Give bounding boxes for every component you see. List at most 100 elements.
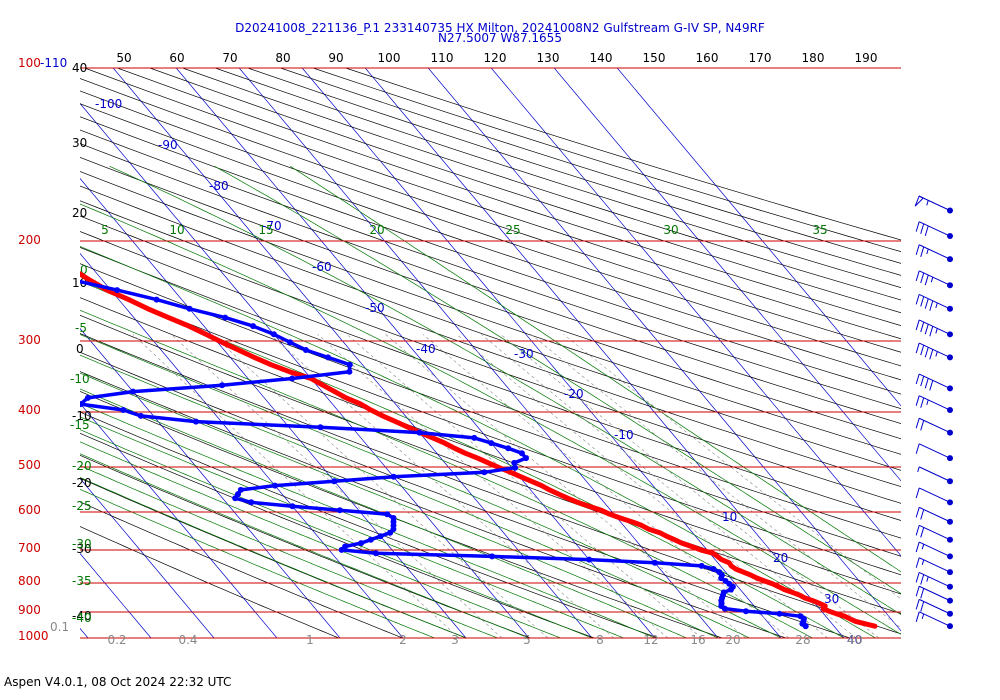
mixing-ratio-label: 8	[596, 633, 604, 647]
dewpoint-point	[120, 407, 127, 413]
wind-barb	[915, 541, 953, 560]
isotherm-label: 10	[722, 510, 737, 524]
top-axis-label: 90	[328, 51, 343, 65]
mixing-ratio-line	[563, 334, 901, 600]
moist-adiabat-label: -25	[72, 499, 92, 513]
dry-adiabat-label: -30	[72, 542, 92, 556]
moist-adiabat-top-label: 30	[663, 223, 678, 237]
wind-barb-flag	[920, 376, 925, 387]
wind-barb-half-flag	[921, 559, 925, 565]
dewpoint-point	[137, 412, 144, 419]
wind-barb-flag	[929, 380, 934, 391]
wind-barb-flag	[915, 487, 920, 499]
wind-barb-flag	[915, 418, 920, 429]
dewpoint-point	[289, 375, 296, 382]
dry-adiabat-line	[80, 371, 787, 638]
isotherm-label-110: -110	[40, 56, 67, 70]
isotherm-line	[80, 327, 341, 638]
isotherm-line	[175, 68, 656, 638]
top-axis-label: 190	[855, 51, 878, 65]
wind-barb	[917, 466, 953, 485]
wind-barb-half-flag	[930, 277, 934, 283]
dry-adiabat-line	[80, 215, 901, 504]
wind-barb-flag	[924, 298, 929, 309]
moist-adiabat-line	[80, 465, 498, 638]
wind-barb-half-flag	[926, 576, 929, 582]
mixing-ratio-label: 5	[523, 633, 531, 647]
wind-barb-flag	[915, 221, 920, 232]
moist-adiabat-line	[80, 334, 782, 638]
mixing-ratio-label: 12	[643, 633, 658, 647]
moist-adiabat-label: -35	[72, 574, 92, 588]
wind-barb-flag	[915, 373, 920, 385]
dewpoint-point	[716, 569, 723, 576]
footer-text: Aspen V4.0.1, 08 Oct 2024 22:32 UTC	[4, 675, 232, 689]
top-axis-label: 170	[749, 51, 772, 65]
dry-adiabat-line	[182, 68, 901, 301]
pressure-label: 1000	[18, 629, 49, 643]
dewpoint-point	[511, 459, 518, 466]
dewpoint-point	[346, 361, 353, 368]
wind-barb-flag	[924, 324, 929, 335]
wind-barb-half-flag	[921, 544, 925, 550]
dewpoint-point	[153, 296, 160, 303]
mixing-ratio-line	[132, 334, 460, 638]
top-axis-label: 110	[431, 51, 454, 65]
dewpoint-point	[776, 610, 783, 617]
corner-label: 0.1	[50, 620, 69, 634]
isotherm-label: -50	[365, 301, 385, 315]
moist-adiabat-label: -5	[75, 321, 87, 335]
dry-adiabat-line	[80, 129, 901, 410]
wind-barb-staff	[918, 270, 951, 286]
dewpoint-point	[250, 323, 257, 330]
pressure-label: 800	[18, 574, 41, 588]
wind-barb-half-flag	[935, 351, 938, 357]
dewpoint-point	[193, 418, 199, 425]
dewpoint-point	[390, 515, 397, 521]
isotherm-line	[490, 68, 901, 557]
wind-barb	[915, 611, 953, 630]
dry-adiabat-label: -40	[72, 609, 92, 623]
moist-adiabat-line	[80, 246, 876, 638]
dewpoint-point	[289, 503, 296, 510]
dry-adiabat-line	[80, 78, 901, 353]
wind-barb-flag	[920, 272, 925, 284]
isotherm-label: -40	[416, 342, 436, 356]
isotherm-label: -60	[312, 260, 332, 274]
mixing-ratio-line	[170, 334, 503, 638]
dewpoint-point	[518, 450, 525, 457]
top-axis-label: 160	[696, 51, 719, 65]
chart-subtitle: N27.5007 W87.1655	[438, 31, 562, 45]
wind-barb-flag	[929, 326, 934, 337]
pressure-label: 900	[18, 603, 41, 617]
wind-barb	[915, 270, 953, 289]
moist-adiabat-line	[80, 203, 901, 635]
mixing-ratio-line	[385, 334, 746, 638]
wind-barb-flag	[920, 223, 925, 234]
moist-adiabat-label: -10	[70, 372, 90, 386]
wind-barb	[915, 487, 953, 506]
dewpoint-point	[523, 455, 529, 462]
dry-adiabat-line	[80, 116, 901, 395]
wind-barb-flag	[920, 509, 925, 520]
mixing-ratio-line	[346, 334, 702, 638]
dry-adiabat-line	[80, 171, 901, 455]
top-axis-label: 70	[222, 51, 237, 65]
dewpoint-point	[287, 339, 293, 346]
wind-barb-flag	[920, 588, 925, 599]
dewpoint-point	[130, 388, 136, 395]
dry-adiabat-line	[80, 90, 901, 367]
dry-adiabat-label: 30	[72, 136, 87, 150]
wind-barb-staff	[918, 506, 951, 523]
temperature-profile	[80, 270, 878, 629]
top-axis-label: 60	[169, 51, 184, 65]
moist-adiabat-line	[80, 453, 530, 638]
dewpoint-point	[512, 464, 519, 471]
wind-barb-flag	[915, 395, 920, 406]
dewpoint-point	[390, 473, 397, 480]
wind-barb-staff	[918, 557, 951, 573]
top-axis-label: 50	[116, 51, 131, 65]
isotherm-label: -20	[564, 387, 584, 401]
moist-adiabat-label: -20	[72, 459, 92, 473]
